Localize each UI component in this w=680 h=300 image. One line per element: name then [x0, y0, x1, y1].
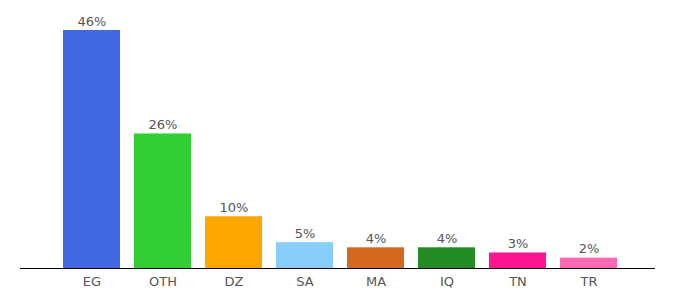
svg-text:DZ: DZ: [225, 274, 244, 289]
svg-text:EG: EG: [83, 274, 101, 289]
svg-text:46%: 46%: [78, 14, 107, 29]
svg-text:OTH: OTH: [149, 274, 177, 289]
svg-text:IQ: IQ: [440, 274, 454, 289]
svg-text:TR: TR: [580, 274, 598, 289]
svg-text:MA: MA: [366, 274, 386, 289]
svg-text:26%: 26%: [149, 117, 178, 132]
svg-text:4%: 4%: [437, 231, 458, 246]
svg-text:5%: 5%: [295, 226, 316, 241]
svg-text:10%: 10%: [220, 200, 249, 215]
svg-text:SA: SA: [296, 274, 313, 289]
svg-text:TN: TN: [508, 274, 527, 289]
svg-text:3%: 3%: [508, 236, 529, 251]
svg-text:2%: 2%: [579, 241, 600, 256]
svg-text:4%: 4%: [366, 231, 387, 246]
